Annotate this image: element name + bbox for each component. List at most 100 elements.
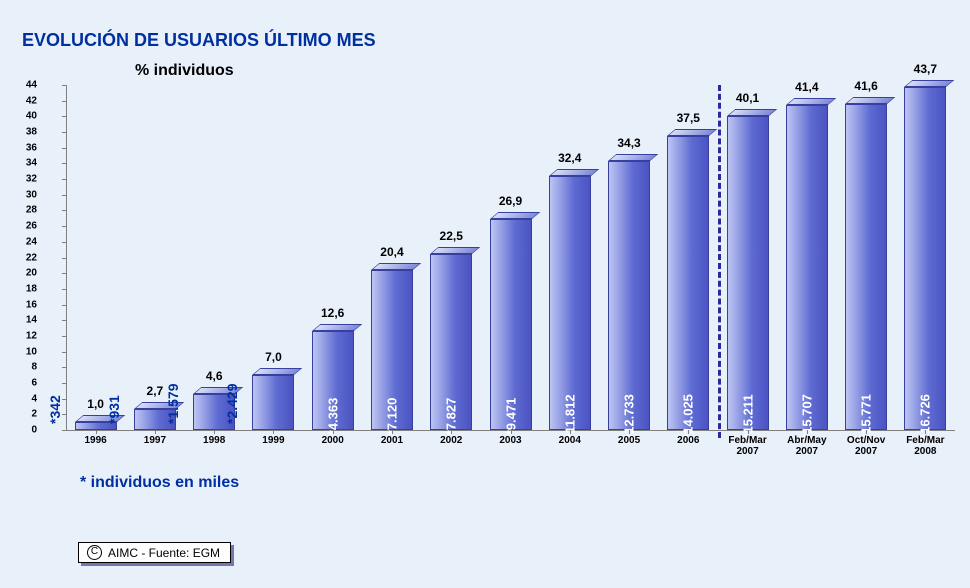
bar-value-label: 32,4 [549, 151, 591, 165]
x-tick [570, 430, 571, 434]
x-tick-label: Abr/May2007 [777, 435, 837, 457]
x-tick-label: Feb/Mar2007 [718, 435, 778, 457]
y-tick [62, 258, 66, 259]
bar: 22,5*7.827 [430, 254, 472, 430]
bar-front [667, 136, 709, 430]
x-tick [866, 430, 867, 434]
y-tick [62, 210, 66, 211]
y-tick [62, 116, 66, 117]
y-tick-label: 0 [7, 425, 37, 436]
bar-top [845, 97, 895, 104]
y-tick-label: 28 [7, 205, 37, 216]
y-tick [62, 336, 66, 337]
x-tick-label: Feb/Mar2008 [895, 435, 955, 457]
x-tick [688, 430, 689, 434]
bar: 34,3*12.733 [608, 161, 650, 430]
bar-side-label: *1.579 [165, 384, 181, 424]
y-tick-label: 6 [7, 377, 37, 388]
bar-front [845, 104, 887, 430]
x-tick [925, 430, 926, 434]
y-tick-label: 38 [7, 127, 37, 138]
y-tick-label: 12 [7, 330, 37, 341]
bar: 37,5*14.025 [667, 136, 709, 430]
bar: 7,0*2.429 [252, 375, 294, 430]
y-tick-label: 16 [7, 299, 37, 310]
bar: 32,4*11.812 [549, 176, 591, 430]
y-tick-label: 42 [7, 95, 37, 106]
x-tick [155, 430, 156, 434]
bar-top [371, 263, 421, 270]
x-tick [333, 430, 334, 434]
x-tick [511, 430, 512, 434]
y-tick-label: 32 [7, 174, 37, 185]
bar-front [727, 116, 769, 430]
bar-value-label: 22,5 [430, 229, 472, 243]
y-tick-label: 44 [7, 80, 37, 91]
bar-value-label: 20,4 [371, 245, 413, 259]
y-tick-label: 30 [7, 189, 37, 200]
bar-front [786, 105, 828, 430]
y-tick-label: 34 [7, 158, 37, 169]
bar-front [608, 161, 650, 430]
source-box: C AIMC - Fuente: EGM [78, 542, 231, 563]
x-tick-label: 1996 [66, 435, 126, 446]
y-tick [62, 148, 66, 149]
bar: 12,6*4.363 [312, 331, 354, 430]
bar: 26,9*9.471 [490, 219, 532, 430]
x-tick-label: Oct/Nov2007 [836, 435, 896, 457]
bar-value-label: 41,6 [845, 79, 887, 93]
bar-top [312, 324, 362, 331]
bar-top [549, 169, 599, 176]
y-tick-label: 20 [7, 268, 37, 279]
bar-top [904, 80, 954, 87]
bar-top [252, 368, 302, 375]
bar-top [727, 109, 777, 116]
x-tick [392, 430, 393, 434]
bar-value-label: 37,5 [667, 111, 709, 125]
bar-value-label: 12,6 [312, 306, 354, 320]
y-tick-label: 18 [7, 283, 37, 294]
x-tick-label: 2006 [658, 435, 718, 446]
bar-front [252, 375, 294, 430]
bar-value-label: 40,1 [727, 91, 769, 105]
bar-front [549, 176, 591, 430]
bar-side-label: *2.429 [224, 384, 240, 424]
bar: 20,4*7.120 [371, 270, 413, 430]
x-tick-label: 1998 [184, 435, 244, 446]
bar-value-label: 43,7 [904, 62, 946, 76]
bar-top [490, 212, 540, 219]
y-tick-label: 36 [7, 142, 37, 153]
bar-value-label: 7,0 [252, 350, 294, 364]
y-tick [62, 163, 66, 164]
chart-title: EVOLUCIÓN DE USUARIOS ÚLTIMO MES [22, 30, 376, 51]
y-tick-label: 8 [7, 362, 37, 373]
y-tick-label: 10 [7, 346, 37, 357]
x-tick [451, 430, 452, 434]
chart-footnote: * individuos en miles [80, 474, 239, 492]
bar: 40,1*15.211 [727, 116, 769, 430]
y-tick [62, 320, 66, 321]
bar-value-label: 34,3 [608, 136, 650, 150]
x-tick-label: 2004 [540, 435, 600, 446]
y-tick [62, 289, 66, 290]
x-tick-label: 2001 [362, 435, 422, 446]
x-tick [807, 430, 808, 434]
bar-top [608, 154, 658, 161]
bar-side-label: *931 [106, 395, 122, 424]
y-tick-label: 22 [7, 252, 37, 263]
y-axis [66, 85, 67, 430]
y-tick-label: 26 [7, 221, 37, 232]
y-tick-label: 24 [7, 236, 37, 247]
bar: 41,6*15.771 [845, 104, 887, 430]
x-tick [273, 430, 274, 434]
y-tick-label: 40 [7, 111, 37, 122]
bar: 41,4*15.707 [786, 105, 828, 430]
y-tick [62, 101, 66, 102]
bar-front [904, 87, 946, 430]
y-tick [62, 352, 66, 353]
bar-top [786, 98, 836, 105]
y-tick [62, 430, 66, 431]
y-tick-label: 4 [7, 393, 37, 404]
y-tick [62, 305, 66, 306]
y-tick-label: 14 [7, 315, 37, 326]
